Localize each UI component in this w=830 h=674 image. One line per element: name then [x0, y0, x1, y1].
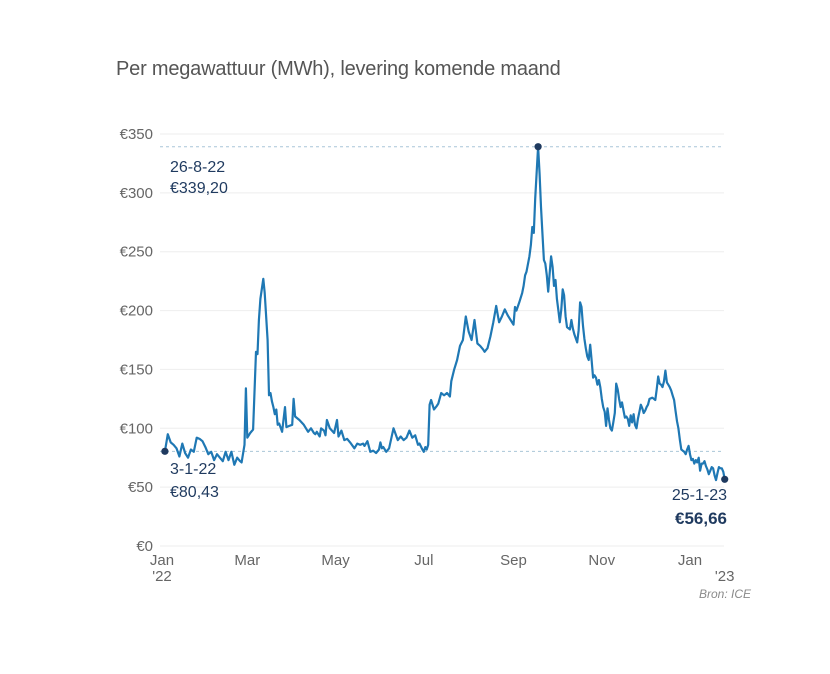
y-tick-label: €200 [120, 303, 153, 320]
x-tick-label: Jan [150, 552, 174, 569]
x-tick-label: Jan [678, 552, 702, 569]
marker-start [161, 447, 169, 455]
x-tick-sublabel: '22 [152, 568, 172, 585]
marker-end [721, 475, 729, 483]
y-tick-label: €250 [120, 244, 153, 261]
x-tick-label: Jul [414, 552, 433, 569]
y-tick-label: €350 [120, 126, 153, 143]
y-tick-label: €50 [128, 479, 153, 496]
source-label: Bron: ICE [699, 587, 752, 601]
annotation-value-start: €80,43 [170, 484, 219, 501]
x-tick-label: Mar [234, 552, 260, 569]
x-tick-label: Sep [500, 552, 527, 569]
y-tick-label: €100 [120, 420, 153, 437]
y-tick-label: €150 [120, 361, 153, 378]
x-tick-label: May [321, 552, 350, 569]
chart-title: Per megawattuur (MWh), levering komende … [116, 58, 561, 80]
gridlines [160, 133, 724, 547]
y-tick-label: €0 [136, 538, 153, 555]
annotations: 26-8-22 €339,20 3-1-22 €80,43 25-1-23 €56,66 [161, 143, 729, 528]
x-tick-sublabel: '23 [715, 568, 735, 585]
x-tick-label: Nov [588, 552, 615, 569]
series-line [163, 145, 726, 482]
annotation-date-start: 3-1-22 [170, 461, 216, 478]
reference-lines [160, 146, 724, 452]
marker-max [534, 143, 542, 151]
annotation-date-end: 25-1-23 [672, 487, 727, 504]
y-axis: €0 €50 €100 €150 €200 €250 €300 €350 [120, 126, 153, 555]
y-tick-label: €300 [120, 185, 153, 202]
series-layer [163, 145, 726, 482]
annotation-value-max: €339,20 [170, 180, 228, 197]
annotation-date-max: 26-8-22 [170, 159, 225, 176]
annotation-value-end: €56,66 [675, 509, 727, 528]
